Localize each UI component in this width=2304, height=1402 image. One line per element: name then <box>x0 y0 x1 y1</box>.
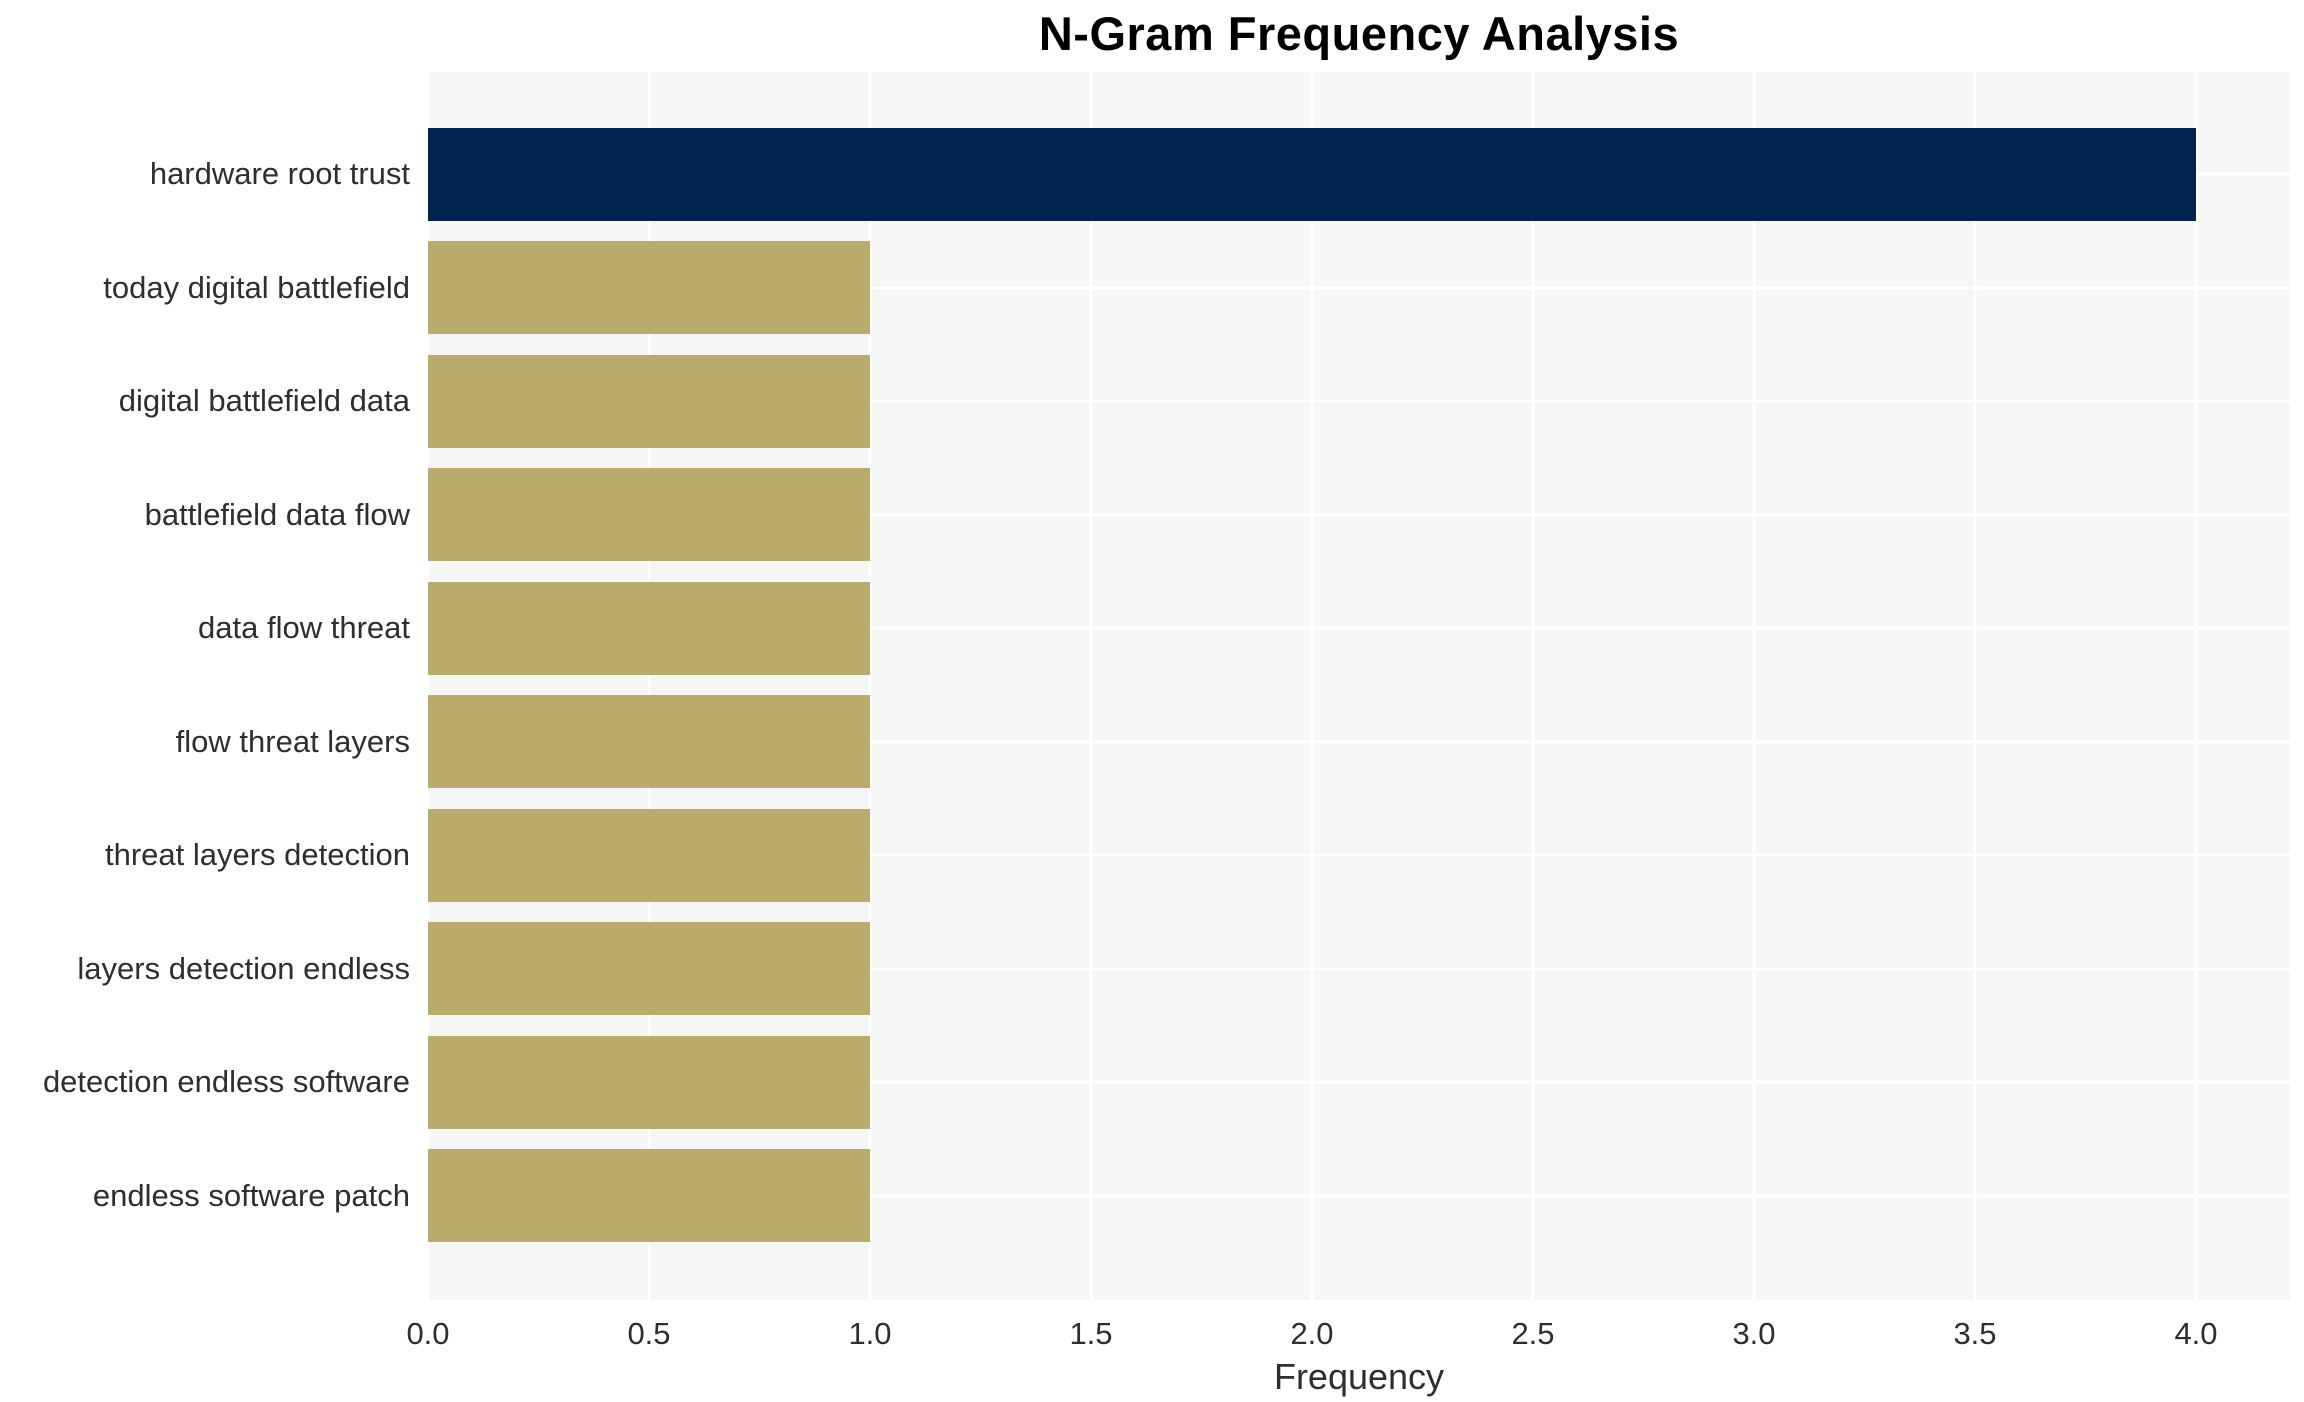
ytick-label-flow-threat-layers: flow threat layers <box>175 723 410 759</box>
plot-area <box>426 72 2290 1300</box>
gridline-y-row-6 <box>428 853 2290 857</box>
gridline-y-row-9 <box>428 1194 2290 1197</box>
ytick-label-battlefield-data-flow: battlefield data flow <box>144 496 410 532</box>
bar-layers-detection-endless <box>428 922 870 1015</box>
gridline-y-row-2 <box>428 399 2290 403</box>
gridline-x-0.5 <box>647 72 651 1300</box>
ytick-label-today-digital-battlefield: today digital battlefield <box>103 269 410 305</box>
ytick-label-data-flow-threat: data flow threat <box>198 610 410 645</box>
gridline-y-row-8 <box>428 1080 2290 1084</box>
gridline-x-2.5 <box>1531 72 1535 1300</box>
bar-detection-endless-software <box>428 1035 870 1129</box>
bar-endless-software-patch <box>428 1149 870 1242</box>
gridline-y-row-7 <box>428 967 2290 970</box>
bar-flow-threat-layers <box>428 695 870 788</box>
bar-data-flow-threat <box>428 581 870 675</box>
bar-hardware-root-trust <box>428 127 2196 221</box>
xtick-label-1.5: 1.5 <box>1069 1316 1113 1351</box>
bar-threat-layers-detection <box>428 808 870 902</box>
ytick-label-endless-software-patch: endless software patch <box>92 1177 410 1213</box>
gridline-x-0.0 <box>426 72 430 1300</box>
gridline-x-2.0 <box>1310 72 1314 1300</box>
ytick-label-threat-layers-detection: threat layers detection <box>104 837 410 872</box>
gridline-x-3.5 <box>1973 72 1977 1300</box>
xtick-label-1.0: 1.0 <box>848 1316 892 1351</box>
gridline-y-row-1 <box>428 286 2290 289</box>
bar-digital-battlefield-data <box>428 354 870 448</box>
gridline-y-row-4 <box>428 626 2290 630</box>
gridline-x-4.0 <box>2194 72 2198 1300</box>
xtick-label-2.5: 2.5 <box>1511 1316 1555 1351</box>
gridline-x-1.5 <box>1089 72 1093 1300</box>
xtick-label-0.0: 0.0 <box>406 1316 450 1351</box>
gridline-y-row-5 <box>428 740 2290 743</box>
x-axis-title: Frequency <box>1273 1356 1445 1397</box>
xtick-label-2.0: 2.0 <box>1290 1316 1334 1351</box>
gridline-x-1.0 <box>868 72 872 1300</box>
ytick-label-hardware-root-trust: hardware root trust <box>149 156 410 191</box>
bar-battlefield-data-flow <box>428 468 870 561</box>
xtick-label-0.5: 0.5 <box>627 1316 671 1351</box>
bar-today-digital-battlefield <box>428 241 870 334</box>
xtick-label-3.0: 3.0 <box>1732 1316 1776 1351</box>
ytick-label-layers-detection-endless: layers detection endless <box>77 950 410 986</box>
gridline-x-3.0 <box>1752 72 1756 1300</box>
ytick-label-detection-endless-software: detection endless software <box>42 1064 410 1099</box>
xtick-label-3.5: 3.5 <box>1953 1316 1997 1351</box>
ytick-label-digital-battlefield-data: digital battlefield data <box>118 383 410 418</box>
xtick-label-4.0: 4.0 <box>2174 1316 2218 1351</box>
gridline-y-row-3 <box>428 513 2290 516</box>
chart-title: N-Gram Frequency Analysis <box>1038 7 1680 60</box>
